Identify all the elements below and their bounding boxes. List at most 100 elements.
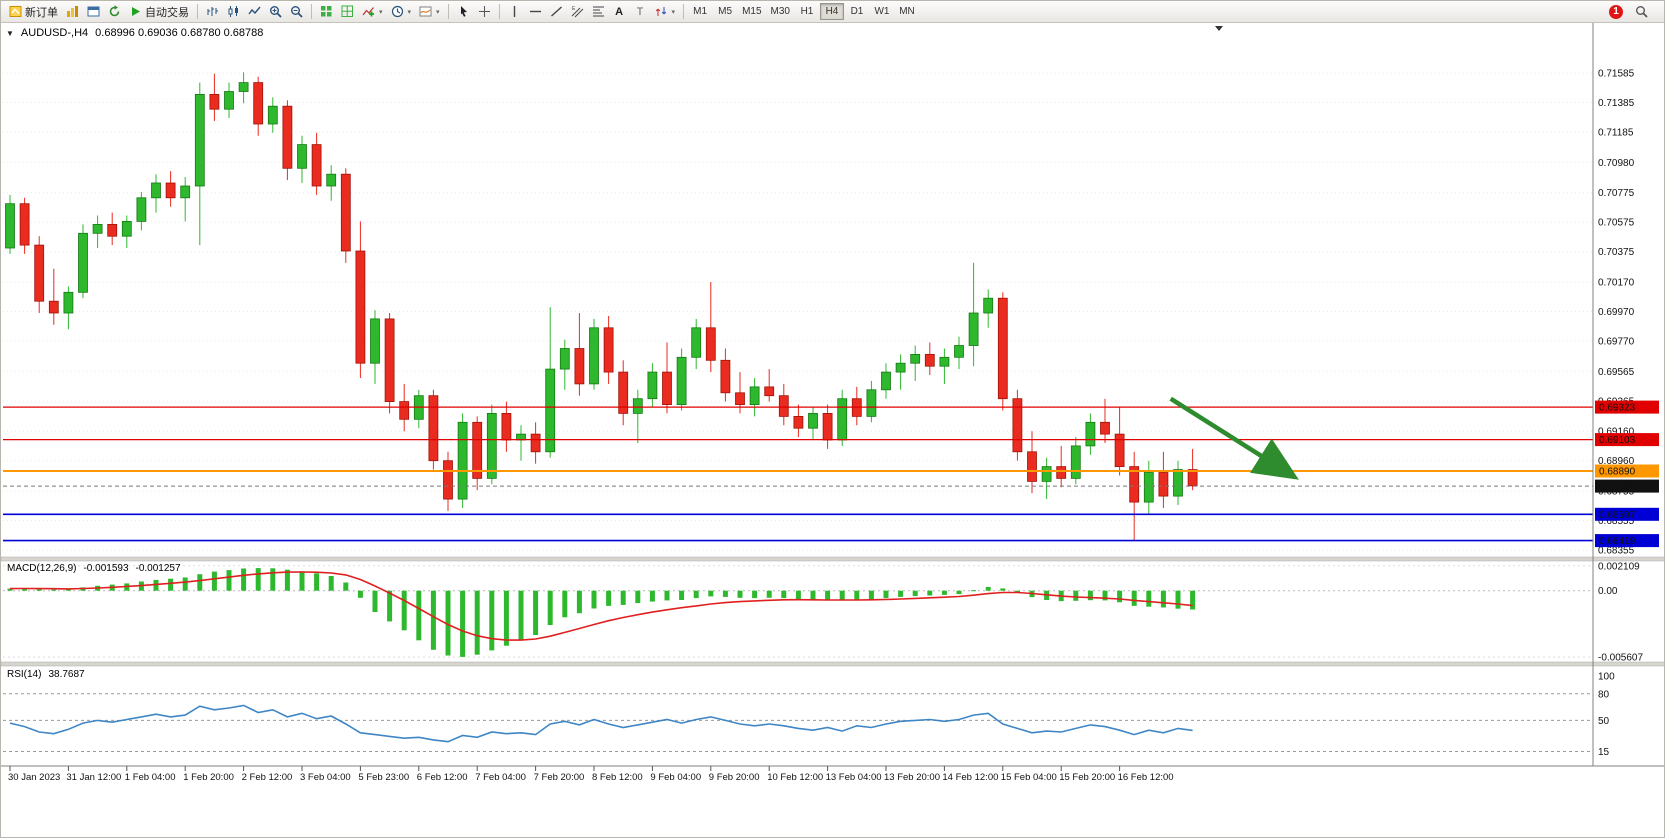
candle bbox=[238, 82, 249, 92]
timeframe-m15-button[interactable]: M15 bbox=[738, 3, 765, 20]
macd-histogram-bar bbox=[1190, 590, 1196, 610]
candle bbox=[180, 185, 191, 199]
date-axis-label: 6 Feb 12:00 bbox=[417, 772, 468, 783]
candle bbox=[1012, 398, 1023, 453]
price-level-badge-label: 0.69103 bbox=[1599, 435, 1636, 446]
candle bbox=[895, 362, 906, 373]
candle bbox=[253, 82, 264, 125]
candle bbox=[78, 232, 88, 293]
macd-histogram-bar bbox=[416, 590, 422, 641]
macd-histogram-bar bbox=[226, 570, 232, 591]
timeframe-h1-button[interactable]: H1 bbox=[795, 3, 819, 20]
new-order-button[interactable]: 新订单 bbox=[5, 2, 62, 21]
timeframe-d1-button[interactable]: D1 bbox=[845, 3, 869, 20]
grid-icon bbox=[341, 5, 354, 18]
macd-histogram-bar bbox=[679, 590, 685, 600]
crosshair-button[interactable] bbox=[474, 2, 495, 21]
toolbar-right-group: 1 bbox=[1609, 2, 1660, 21]
tile-icon bbox=[320, 5, 333, 18]
price-scale-label: 0.68355 bbox=[1598, 546, 1635, 557]
macd-histogram-bar bbox=[985, 587, 991, 591]
hline-icon bbox=[529, 5, 542, 18]
candle bbox=[676, 356, 687, 405]
zoom-out-icon bbox=[290, 5, 303, 18]
macd-histogram-bar bbox=[357, 590, 363, 598]
price-level-badge bbox=[1595, 464, 1659, 478]
indicators-button[interactable]: ▾ bbox=[358, 2, 387, 21]
timeframe-h4-button[interactable]: H4 bbox=[819, 3, 844, 20]
notifications-badge[interactable]: 1 bbox=[1609, 4, 1623, 19]
macd-histogram-bar bbox=[1000, 588, 1006, 591]
chart-shift-marker[interactable] bbox=[1215, 26, 1223, 31]
text-label-button[interactable]: T bbox=[630, 2, 651, 21]
templates-button[interactable]: ▾ bbox=[415, 2, 444, 21]
timeframe-w1-button[interactable]: W1 bbox=[870, 3, 894, 20]
macd-histogram-bar bbox=[810, 590, 816, 601]
candlestick-chart-button[interactable] bbox=[223, 2, 244, 21]
line-chart-button[interactable] bbox=[244, 2, 265, 21]
candle bbox=[866, 389, 877, 417]
macd-histogram-bar bbox=[971, 590, 977, 592]
candle bbox=[1173, 469, 1183, 497]
profiles-button[interactable] bbox=[83, 2, 104, 21]
horizontal-line-button[interactable] bbox=[525, 2, 546, 21]
trendline-button[interactable] bbox=[546, 2, 567, 21]
candle bbox=[545, 368, 556, 453]
bar-chart-button[interactable] bbox=[202, 2, 223, 21]
panel-splitter[interactable] bbox=[1, 661, 1665, 667]
date-axis-label: 8 Feb 12:00 bbox=[592, 772, 643, 783]
candle bbox=[428, 395, 439, 462]
price-level-badge bbox=[1595, 534, 1659, 548]
timeframe-m1-button[interactable]: M1 bbox=[688, 3, 712, 20]
timeframe-m30-button[interactable]: M30 bbox=[767, 3, 794, 20]
zoom-in-button[interactable] bbox=[265, 2, 286, 21]
candle bbox=[5, 203, 15, 249]
macd-histogram-bar bbox=[1146, 590, 1152, 607]
macd-histogram-bar bbox=[314, 573, 320, 591]
periods-button[interactable]: ▾ bbox=[387, 2, 416, 21]
macd-name: MACD(12,26,9) bbox=[7, 563, 77, 574]
autotrading-button[interactable]: 自动交易 bbox=[125, 2, 193, 21]
macd-histogram-bar bbox=[328, 576, 334, 591]
toolbar-separator bbox=[311, 4, 312, 19]
fibo-icon bbox=[592, 5, 605, 18]
date-axis-label: 30 Jan 2023 bbox=[8, 772, 60, 783]
candle bbox=[705, 327, 716, 361]
text-button[interactable]: A bbox=[609, 2, 630, 21]
macd-histogram-bar bbox=[562, 590, 568, 618]
timeframe-mn-button[interactable]: MN bbox=[895, 3, 919, 20]
tile-windows-button[interactable] bbox=[316, 2, 337, 21]
macd-histogram-bar bbox=[825, 590, 831, 601]
date-axis-label: 15 Feb 20:00 bbox=[1059, 772, 1115, 783]
candle bbox=[910, 353, 921, 364]
arrows-button[interactable]: ▾ bbox=[651, 2, 680, 21]
price-scale-label: 0.70980 bbox=[1598, 158, 1635, 169]
refresh-button[interactable] bbox=[104, 2, 125, 21]
timeframe-m5-button[interactable]: M5 bbox=[713, 3, 737, 20]
date-axis-label: 31 Jan 12:00 bbox=[66, 772, 121, 783]
cursor-button[interactable] bbox=[453, 2, 474, 21]
price-scale-label: 0.71585 bbox=[1598, 69, 1635, 80]
macd-histogram-bar bbox=[1073, 590, 1079, 601]
trend-arrow-annotation[interactable] bbox=[1169, 396, 1299, 480]
vline-icon bbox=[508, 5, 521, 18]
crosshair-icon bbox=[478, 5, 491, 18]
vertical-line-button[interactable] bbox=[504, 2, 525, 21]
macd-histogram-bar bbox=[168, 578, 174, 591]
candle bbox=[793, 415, 804, 429]
macd-histogram-bar bbox=[737, 590, 743, 598]
equidistant-channel-button[interactable]: E bbox=[567, 2, 588, 21]
zoom-out-button[interactable] bbox=[286, 2, 307, 21]
chart-windows-button[interactable] bbox=[62, 2, 83, 21]
toolbar-separator bbox=[447, 4, 449, 19]
one-click-trading-toggle[interactable]: ▼ bbox=[6, 28, 14, 38]
panel-splitter[interactable] bbox=[1, 556, 1665, 562]
chevron-down-icon: ▾ bbox=[379, 8, 383, 16]
candle bbox=[647, 371, 658, 400]
search-button[interactable] bbox=[1631, 2, 1652, 21]
auto-arrange-button[interactable] bbox=[337, 2, 358, 21]
macd-histogram-bar bbox=[1014, 590, 1020, 593]
fibonacci-button[interactable] bbox=[588, 2, 609, 21]
candle bbox=[1100, 421, 1110, 435]
